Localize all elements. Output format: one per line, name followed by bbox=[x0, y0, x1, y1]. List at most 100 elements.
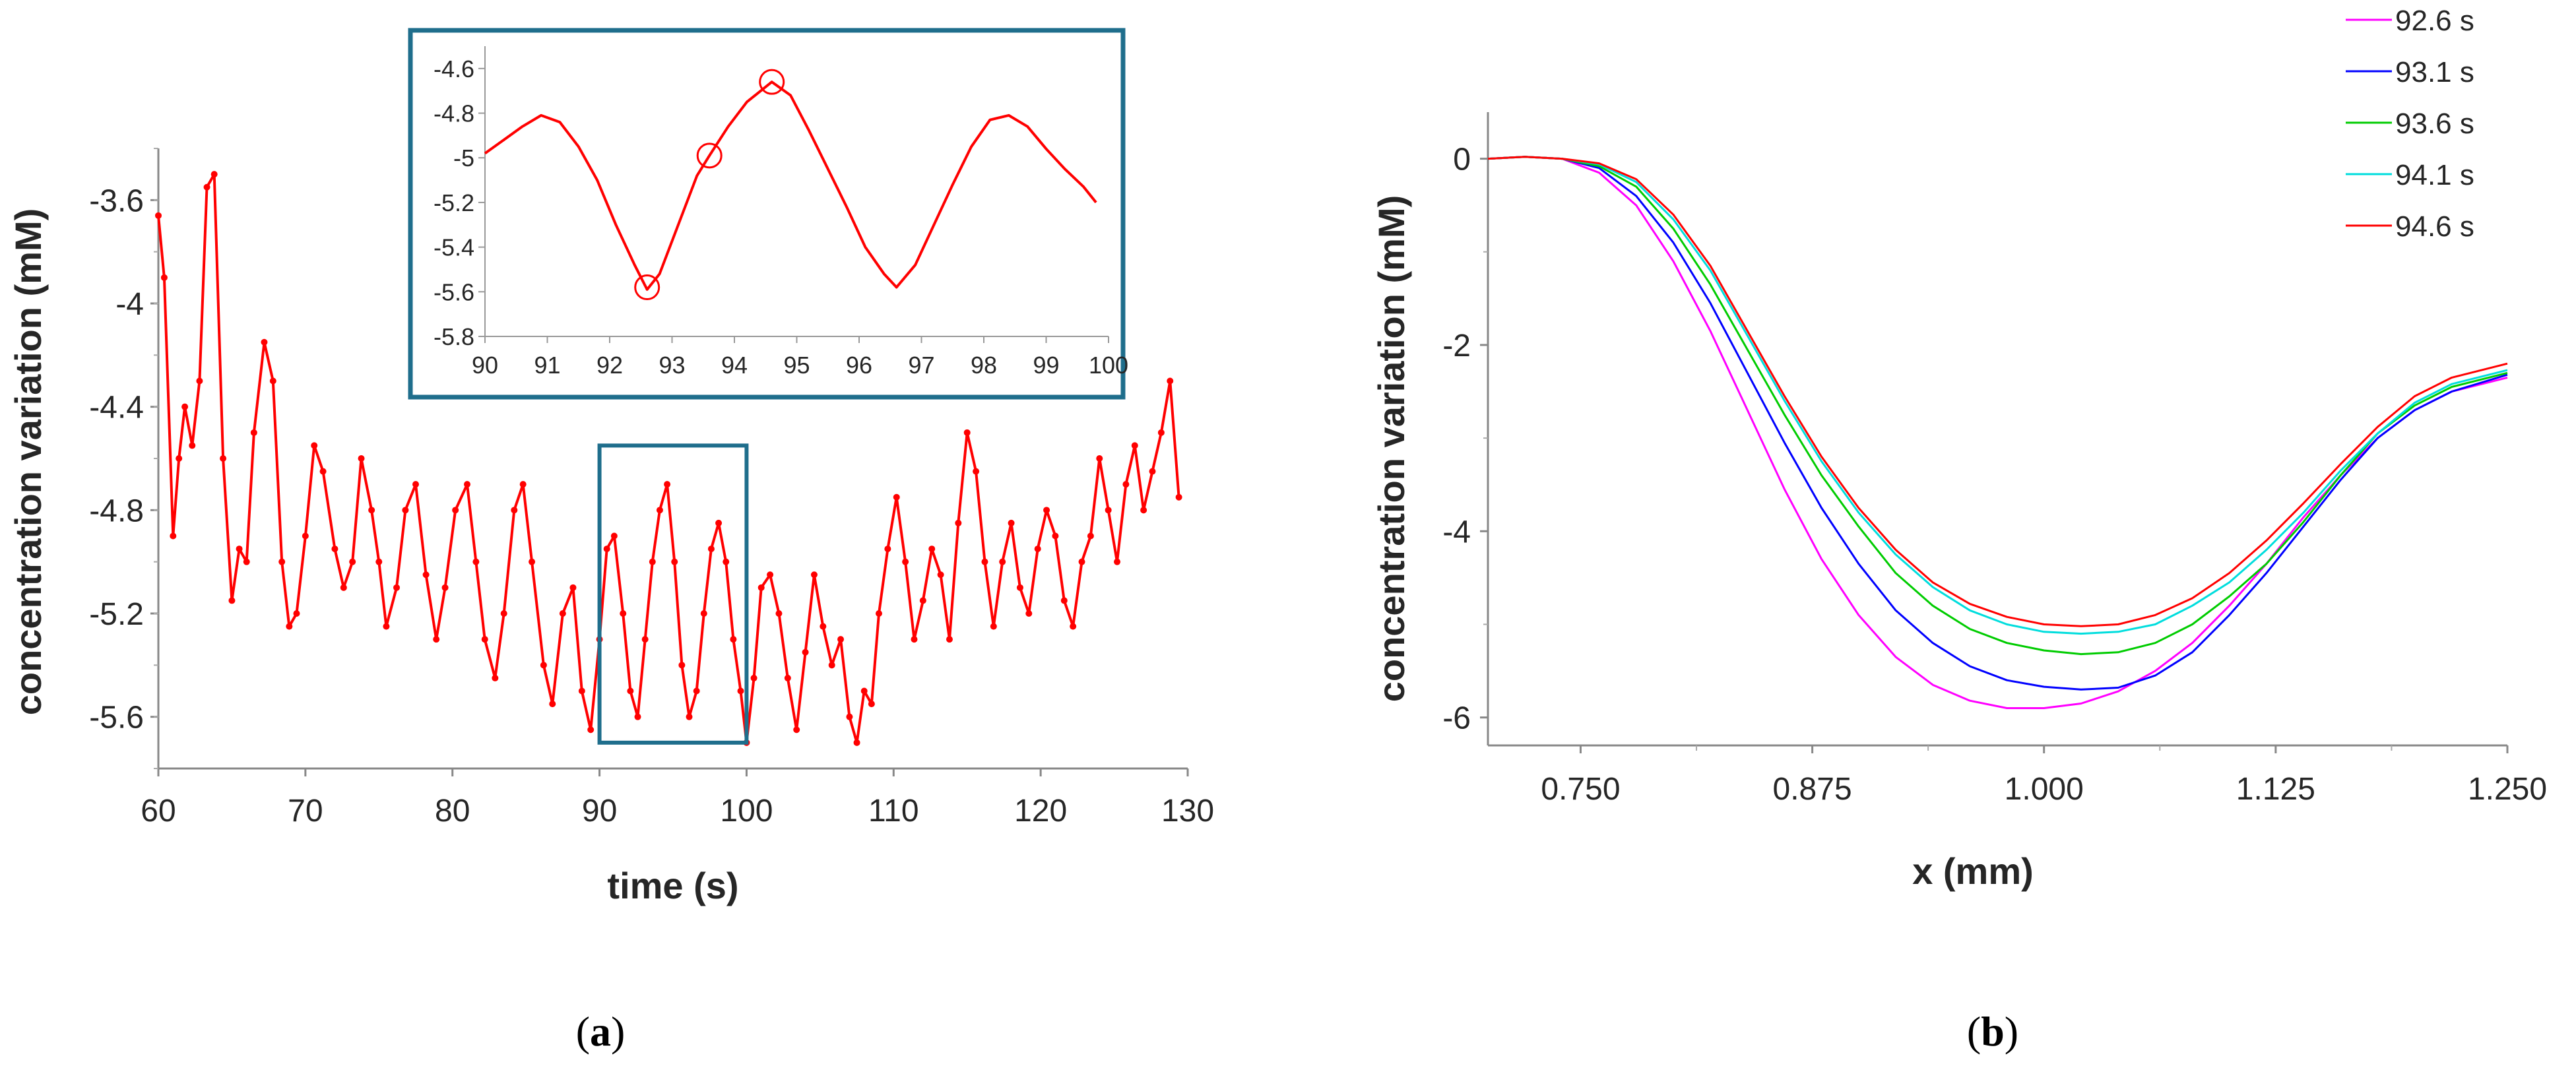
panel-a-data-point bbox=[649, 558, 656, 565]
inset-y-tick-label: -5.8 bbox=[434, 323, 474, 350]
panel-a-data-point bbox=[1052, 532, 1059, 540]
panel-a-data-point bbox=[723, 558, 730, 565]
inset-y-tick-label: -5 bbox=[453, 144, 474, 172]
panel-a-y-tick-label: -4.8 bbox=[89, 493, 144, 528]
panel-a-data-point bbox=[1070, 623, 1077, 630]
panel-a-data-point bbox=[1087, 532, 1094, 540]
panel-a-data-point bbox=[464, 481, 470, 488]
panel-a-data-point bbox=[853, 739, 860, 746]
panel-b: 0.750 0.875 1.000 1.125 1.250 0 -2 -4 -6 92.6 s 9… bbox=[1370, 5, 2547, 1055]
panel-a-data-point bbox=[243, 558, 250, 565]
inset-x-tick-label: 94 bbox=[721, 352, 748, 379]
panel-a-data-point bbox=[750, 674, 757, 681]
panel-a-data-point bbox=[196, 377, 203, 385]
panel-a-data-point bbox=[311, 442, 318, 449]
panel-a-data-point bbox=[340, 584, 347, 591]
panel-a-data-point bbox=[1157, 429, 1165, 436]
panel-a-x-tick-label: 60 bbox=[141, 794, 176, 829]
panel-a-data-point bbox=[286, 623, 293, 630]
panel-b-legend-label: 93.6 s bbox=[2395, 108, 2474, 140]
panel-a-data-point bbox=[990, 623, 997, 630]
panel-a-data-point bbox=[1114, 558, 1121, 565]
panel-a-data-point bbox=[160, 274, 168, 281]
panel-a-data-point bbox=[278, 558, 286, 565]
panel-b-x-tick-label: 1.250 bbox=[2468, 772, 2547, 807]
panel-a-data-point bbox=[1078, 558, 1085, 565]
panel-a-data-point bbox=[737, 687, 744, 695]
panel-a-x-tick-label: 100 bbox=[720, 794, 773, 829]
panel-b-x-tick-label: 0.750 bbox=[1541, 772, 1620, 807]
panel-a-data-point bbox=[250, 429, 257, 436]
panel-a-data-point bbox=[236, 546, 243, 553]
panel-a-data-point bbox=[955, 519, 962, 526]
panel-b-legend-label: 93.1 s bbox=[2395, 56, 2474, 88]
panel-a-data-point bbox=[911, 636, 918, 643]
panel-a-data-point bbox=[1140, 507, 1147, 514]
panel-a-y-tick-label: -4 bbox=[115, 287, 144, 322]
panel-a-data-point bbox=[393, 584, 401, 591]
inset-x-tick-label: 96 bbox=[846, 352, 872, 379]
panel-b-label: (b) bbox=[1967, 1008, 2018, 1055]
panel-a-data-point bbox=[784, 674, 791, 681]
panel-a-data-point bbox=[775, 610, 783, 617]
panel-a-data-point bbox=[302, 532, 309, 540]
panel-a-data-point bbox=[620, 610, 627, 617]
panel-a-y-tick-label: -3.6 bbox=[89, 183, 144, 218]
panel-a-x-tick-label: 130 bbox=[1161, 794, 1214, 829]
panel-b-y-tick-label: -2 bbox=[1442, 329, 1471, 363]
panel-a-data-point bbox=[176, 455, 183, 462]
panel-b-x-tick-label: 0.875 bbox=[1773, 772, 1852, 807]
panel-b-legend-label: 92.6 s bbox=[2395, 5, 2474, 37]
panel-a-data-point bbox=[627, 687, 634, 695]
inset-x-tick-label: 97 bbox=[908, 352, 934, 379]
panel-a-data-point bbox=[155, 212, 162, 219]
panel-a-data-point bbox=[928, 546, 936, 553]
panel-a-data-point bbox=[1122, 481, 1130, 488]
panel-a-label: (a) bbox=[576, 1008, 626, 1055]
panel-a-data-point bbox=[946, 636, 953, 643]
panel-a-data-point bbox=[511, 507, 518, 514]
panel-a-zoom-box bbox=[597, 443, 749, 745]
panel-a-data-point bbox=[1025, 610, 1033, 617]
panel-a-y-axis-title: concentration variation (mM) bbox=[7, 208, 49, 716]
panel-a-data-point bbox=[375, 558, 383, 565]
panel-a-data-point bbox=[559, 610, 566, 617]
panel-a: 60 70 80 90 100 110 120 130 -3.6 -4 -4.4 -4.8 -5.2 -5… bbox=[7, 28, 1214, 1055]
panel-a-data-point bbox=[802, 648, 809, 656]
panel-a-data-point bbox=[656, 507, 663, 514]
panel-a-data-point bbox=[837, 636, 845, 643]
panel-a-data-point bbox=[868, 701, 875, 708]
panel-a-data-point bbox=[269, 377, 276, 385]
inset-x-tick-label: 93 bbox=[659, 352, 685, 379]
panel-a-data-point bbox=[358, 455, 365, 462]
panel-b-y-tick-label: -4 bbox=[1442, 515, 1471, 549]
panel-b-series-line bbox=[1487, 156, 2508, 627]
inset-y-tick-label: -5.4 bbox=[434, 234, 474, 261]
panel-a-data-point bbox=[730, 636, 737, 643]
panel-b-series-line bbox=[1487, 156, 2508, 656]
panel-a-data-point bbox=[860, 687, 868, 695]
panel-a-data-point bbox=[902, 558, 909, 565]
panel-a-data-point bbox=[383, 623, 390, 630]
panel-a-data-point bbox=[919, 597, 926, 604]
inset-highlight-circle bbox=[634, 274, 660, 301]
panel-a-data-point bbox=[492, 674, 499, 681]
panel-a-data-point bbox=[349, 558, 356, 565]
inset-highlight-circle bbox=[696, 142, 723, 169]
panel-a-data-point bbox=[828, 662, 835, 669]
panel-a-data-point bbox=[664, 481, 671, 488]
panel-b-legend-label: 94.1 s bbox=[2395, 159, 2474, 191]
panel-a-data-point bbox=[170, 532, 177, 540]
panel-a-data-point bbox=[452, 507, 459, 514]
panel-a-x-tick-label: 120 bbox=[1014, 794, 1067, 829]
inset-y-tick-label: -4.8 bbox=[434, 100, 474, 127]
panel-a-data-point bbox=[1016, 584, 1023, 591]
panel-b-y-tick-label: -6 bbox=[1442, 701, 1471, 736]
panel-a-data-point bbox=[472, 558, 480, 565]
panel-b-x-tick-label: 1.125 bbox=[2236, 772, 2315, 807]
panel-a-data-point bbox=[893, 493, 900, 501]
panel-a-data-point bbox=[578, 687, 585, 695]
panel-a-data-point bbox=[767, 571, 774, 579]
panel-a-data-point bbox=[1008, 519, 1015, 526]
